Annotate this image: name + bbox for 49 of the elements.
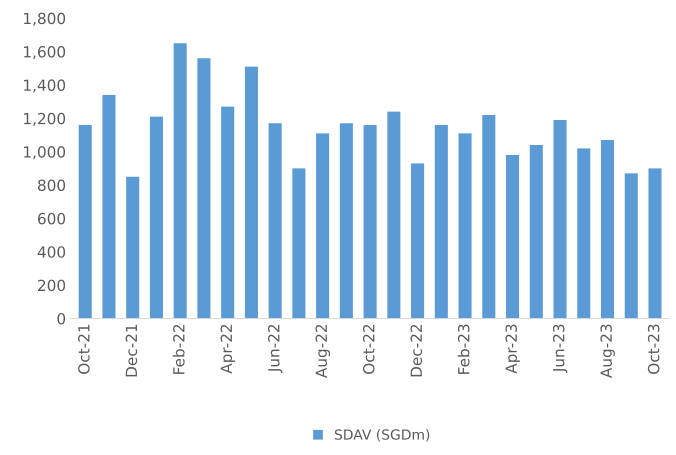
bar (458, 133, 472, 318)
bar (316, 133, 330, 318)
y-tick-label: 1,800 (24, 12, 66, 26)
bar (387, 112, 400, 318)
bar (197, 58, 210, 318)
x-tick-label: Aug-23 (600, 324, 615, 378)
bar (268, 123, 282, 318)
x-tick-label: Dec-22 (410, 324, 422, 376)
y-tick-label: 200 (38, 280, 66, 292)
bar (244, 66, 258, 318)
y-tick-label: 1,200 (24, 112, 66, 126)
bar (482, 114, 496, 318)
x-tick-label: Apr-23 (505, 324, 520, 374)
y-tick-label: 1,600 (24, 46, 66, 60)
bar (411, 163, 424, 318)
bar (364, 124, 377, 318)
bar (221, 106, 234, 318)
bar (434, 124, 448, 318)
bar (126, 176, 140, 318)
y-tick-label: 0 (57, 312, 66, 325)
bar (577, 148, 590, 318)
x-tick-label: Feb-22 (172, 324, 185, 374)
y-tick-label: 1,000 (24, 146, 66, 160)
bar (78, 124, 92, 318)
y-tick-label: 1,400 (24, 79, 66, 93)
bar (600, 140, 614, 318)
x-tick-label: Apr-22 (220, 324, 236, 374)
x-tick-label: Feb-23 (458, 324, 470, 374)
x-tick-label: Oct-21 (78, 324, 90, 374)
y-tick-label: 400 (38, 246, 66, 258)
x-tick-label: Jun-23 (552, 324, 568, 373)
bar (506, 155, 520, 318)
bar (292, 168, 306, 318)
bar (530, 144, 543, 318)
bar (624, 173, 638, 318)
legend-label: SDAV (SGDm) (334, 429, 430, 442)
bar (340, 123, 353, 318)
bar (150, 116, 163, 318)
x-tick-label: Aug-22 (316, 324, 330, 378)
bar (648, 168, 662, 318)
bar (554, 120, 567, 318)
x-tick-label: Oct-23 (648, 324, 660, 374)
x-tick-label: Dec-21 (126, 324, 138, 376)
x-tick-label: Oct-22 (362, 324, 375, 374)
bar (174, 43, 187, 318)
y-tick-label: 600 (38, 212, 66, 224)
x-tick-label: Jun-22 (268, 324, 282, 373)
y-tick-label: 800 (38, 180, 66, 192)
bar (102, 94, 116, 318)
